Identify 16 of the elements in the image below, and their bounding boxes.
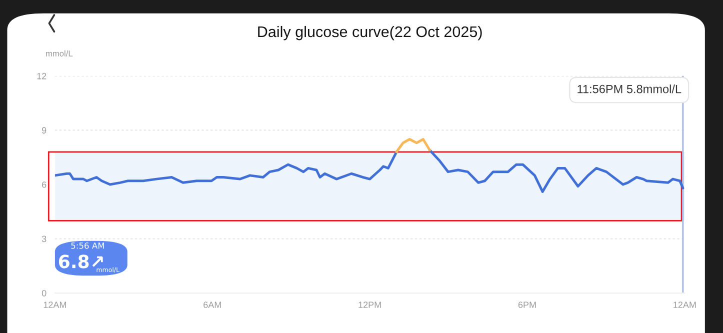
chart-title: Daily glucose curve(22 Oct 2025): [258, 26, 482, 40]
y-tick-label: 3: [42, 236, 46, 242]
y-tick-label: 12: [37, 72, 46, 80]
annotation: 5:56 AM: [71, 242, 104, 249]
line-series: [395, 138, 431, 154]
annotation: 6.8↗: [58, 254, 103, 268]
x-tick-label: 12PM: [358, 302, 381, 308]
x-tick-label: 6PM: [518, 302, 536, 308]
y-tick-label: 0: [42, 290, 46, 296]
y-axis-title: mmol/L: [46, 50, 73, 56]
x-tick-label: 6AM: [204, 302, 221, 308]
y-tick-label: 9: [42, 127, 46, 134]
annotation: 11:56PM 5.8mmol/L: [578, 84, 682, 94]
x-tick-label: 12AM: [44, 302, 66, 308]
y-tick-label: 6: [42, 181, 46, 188]
x-tick-label: 12AM: [674, 302, 696, 308]
